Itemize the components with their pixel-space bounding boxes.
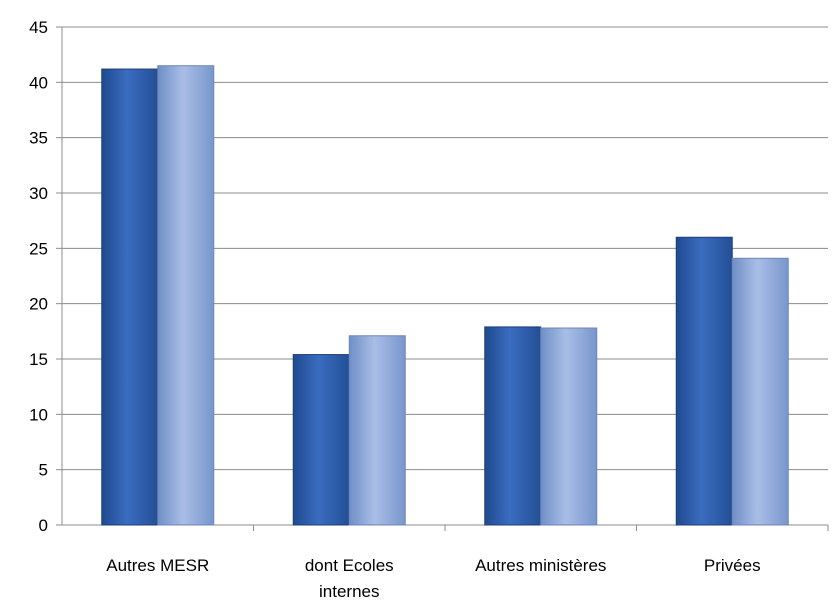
y-tick-label: 20 xyxy=(29,295,48,314)
y-tick-label: 35 xyxy=(29,129,48,148)
category-label: dont Ecoles internes xyxy=(305,556,394,601)
category-label: Autres ministères xyxy=(475,556,606,575)
y-tick-label: 15 xyxy=(29,350,48,369)
bar-series-1 xyxy=(292,354,350,526)
bar-series-2 xyxy=(348,335,406,526)
y-tick-label: 30 xyxy=(29,184,48,203)
bar-series-2 xyxy=(731,257,789,526)
bar-series-2 xyxy=(157,65,215,526)
y-tick-label: 40 xyxy=(29,73,48,92)
bar-series-1 xyxy=(101,68,159,526)
bars xyxy=(101,65,789,526)
y-tick-label: 25 xyxy=(29,239,48,258)
y-tick-label: 10 xyxy=(29,405,48,424)
bar-series-2 xyxy=(540,327,598,526)
y-tick-label: 45 xyxy=(29,18,48,37)
category-label: Autres MESR xyxy=(106,556,209,575)
bar-series-1 xyxy=(484,326,542,526)
category-labels: Autres MESR dont Ecoles internes Autres min… xyxy=(106,556,760,601)
y-tick-label: 5 xyxy=(39,461,48,480)
bar-series-1 xyxy=(675,236,733,526)
category-label: Privées xyxy=(704,556,761,575)
y-tick-labels: 0 5 10 15 20 25 30 35 40 45 xyxy=(29,18,48,535)
y-tick-label: 0 xyxy=(39,516,48,535)
